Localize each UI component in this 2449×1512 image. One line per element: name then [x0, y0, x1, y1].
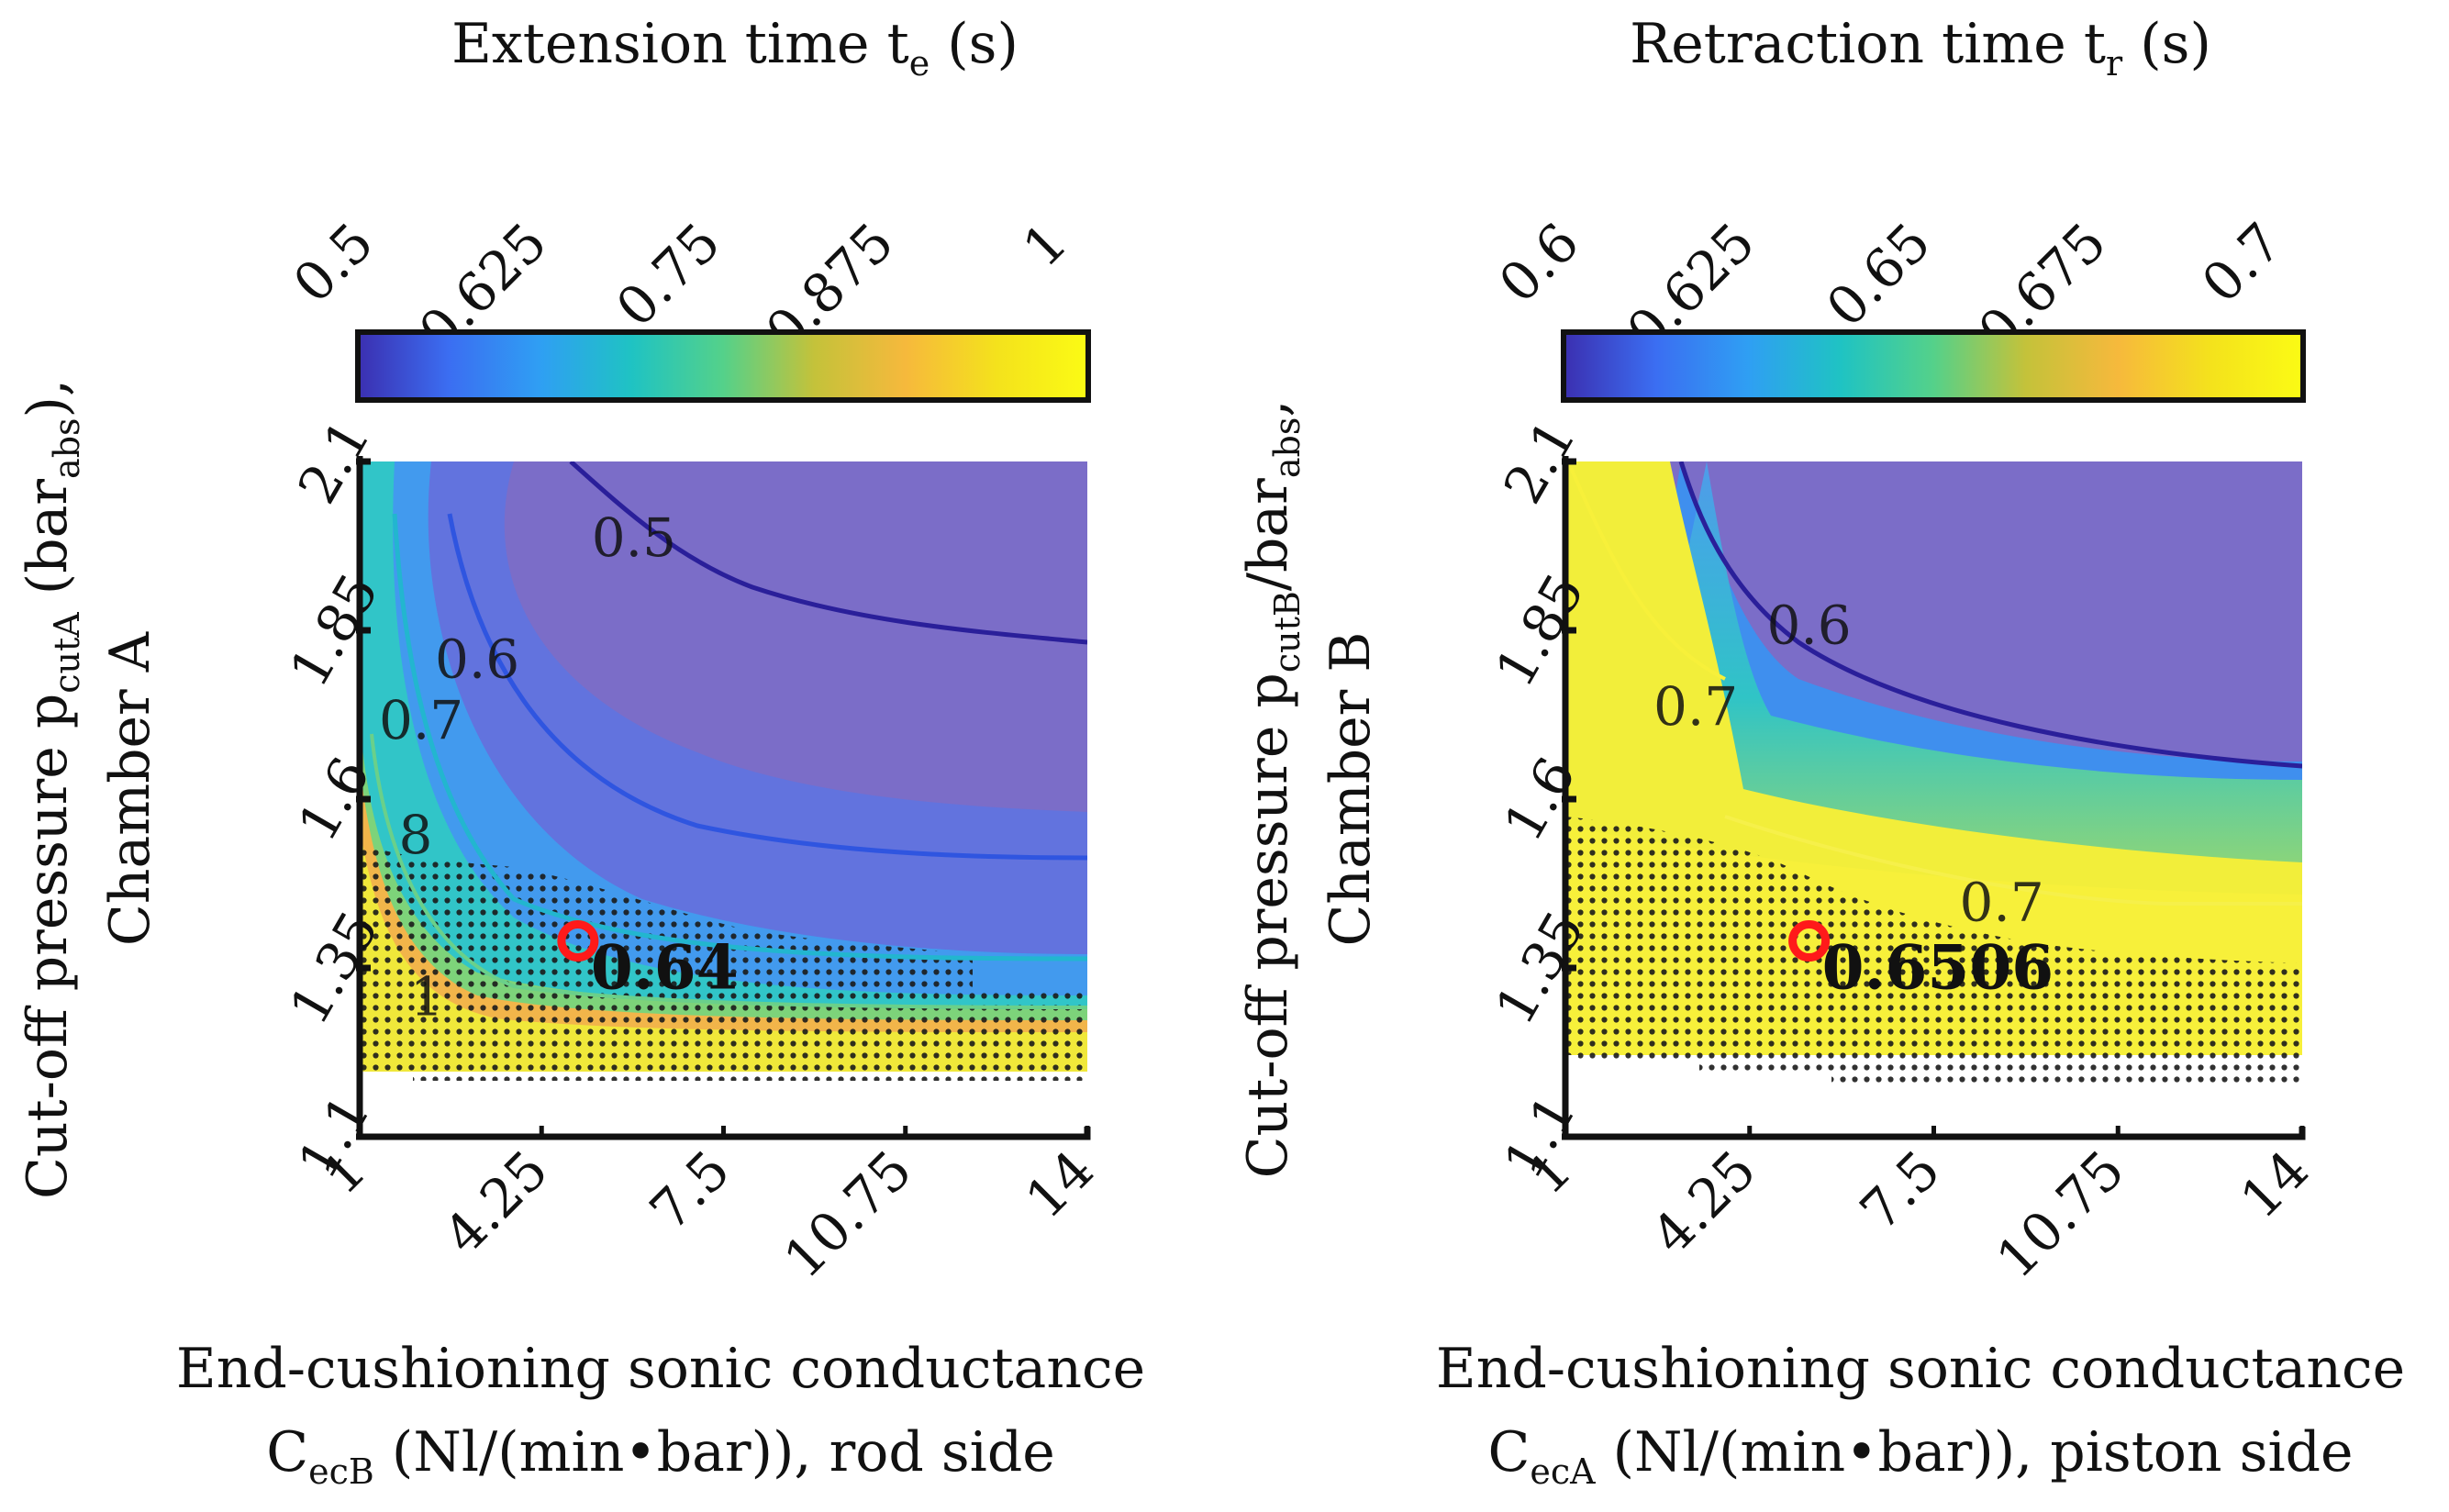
right-xlabel-line2: CecA (Nl/(min•bar)), piston side — [1487, 1420, 2353, 1492]
left-x-tick-label: 7.5 — [638, 1139, 741, 1242]
left-colorbar — [355, 329, 1091, 403]
left-heatmap: 0.5 0.60.7 8 1 0.64 — [360, 461, 1087, 1137]
right-optimum-label: 0.6506 — [1822, 932, 2054, 1004]
left-ylabel-line1: Cut-off pressure pcutA (barabs), — [16, 379, 87, 1199]
right-colorbar-tick-label: 0.65 — [1815, 211, 1943, 339]
left-colorbar-tick-label: 0.5 — [282, 211, 385, 315]
right-colorbar-tick-label: 0.7 — [2190, 211, 2294, 315]
right-contour-label: 0.7 — [1653, 675, 1738, 738]
left-contour-label: 0.5 — [592, 506, 676, 569]
right-y-axis-label: Cut-off pressure pcutB/barabs, Chamber B — [1236, 400, 1383, 1179]
left-contour-label: 0.6 — [435, 628, 519, 691]
left-xlabel-line1: End-cushioning sonic conductance — [176, 1337, 1145, 1401]
left-contour-labels: 0.5 0.60.7 8 1 — [379, 506, 676, 1028]
contour-0.7 — [1724, 815, 2302, 906]
right-colorbar-title: Retraction time tr (s) — [1630, 12, 2211, 83]
right-colorbar-tick-label: 0.6 — [1487, 211, 1591, 315]
extension-time-panel: Extension time te (s) 0.5 0.625 0.75 0.875 1… — [16, 12, 1145, 1492]
right-contour-label: 0.7 — [1959, 871, 2043, 933]
left-contour-label: 1 — [410, 966, 444, 1028]
contour-0.6 — [1678, 461, 2302, 769]
left-contour-label: 0.7 — [379, 689, 463, 751]
left-optimum-marker — [557, 920, 599, 962]
contour-0.7-upper — [1569, 467, 1726, 681]
right-contour-labels: 0.6 0.7 0.7 — [1653, 595, 2044, 934]
right-x-tick-label: 4.25 — [1640, 1139, 1767, 1266]
left-ylabel-line2: Chamber A — [98, 631, 162, 946]
right-xlabel-line1: End-cushioning sonic conductance — [1436, 1337, 2405, 1401]
left-infeasible-dots — [360, 844, 1087, 1081]
right-optimum-marker — [1788, 920, 1831, 962]
left-y-axis-label: Cut-off pressure pcutA (barabs), Chamber… — [16, 379, 162, 1199]
left-x-tick-label: 10.75 — [772, 1139, 923, 1290]
contour-0.6 — [447, 513, 1087, 861]
right-x-tick-label: 10.75 — [1985, 1139, 2136, 1290]
left-xlabel-line2: CecB (Nl/(min•bar)), rod side — [266, 1420, 1055, 1492]
right-x-tick-label: 7.5 — [1848, 1139, 1952, 1242]
right-x-tick-label: 14 — [2229, 1139, 2321, 1230]
right-ylabel-line1: Cut-off pressure pcutB/barabs, — [1236, 400, 1308, 1179]
right-heatmap: 0.6 0.7 0.7 0.6506 — [1565, 461, 2302, 1137]
left-colorbar-tick-label: 1 — [1011, 211, 1079, 279]
left-optimum: 0.64 — [557, 920, 739, 1004]
right-ylabel-line2: Chamber B — [1319, 632, 1383, 947]
right-optimum: 0.6506 — [1788, 920, 2054, 1004]
left-x-tick-label: 4.25 — [432, 1139, 560, 1266]
right-colorbar — [1561, 329, 2306, 403]
left-optimum-label: 0.64 — [591, 932, 739, 1004]
left-contour-label: 8 — [399, 804, 433, 866]
left-x-tick-label: 14 — [1014, 1139, 1106, 1230]
left-colorbar-tick-label: 0.75 — [605, 211, 732, 339]
contour-0.5 — [569, 461, 1087, 645]
contour-0.7 — [392, 513, 1087, 962]
right-contour-label: 0.6 — [1766, 595, 1851, 657]
right-infeasible-dots — [1565, 817, 2302, 1084]
left-colorbar-title: Extension time te (s) — [451, 12, 1019, 83]
contour-0.8 — [370, 733, 1087, 1009]
retraction-time-panel: Retraction time tr (s) 0.6 0.625 0.65 0.675… — [1236, 12, 2405, 1492]
